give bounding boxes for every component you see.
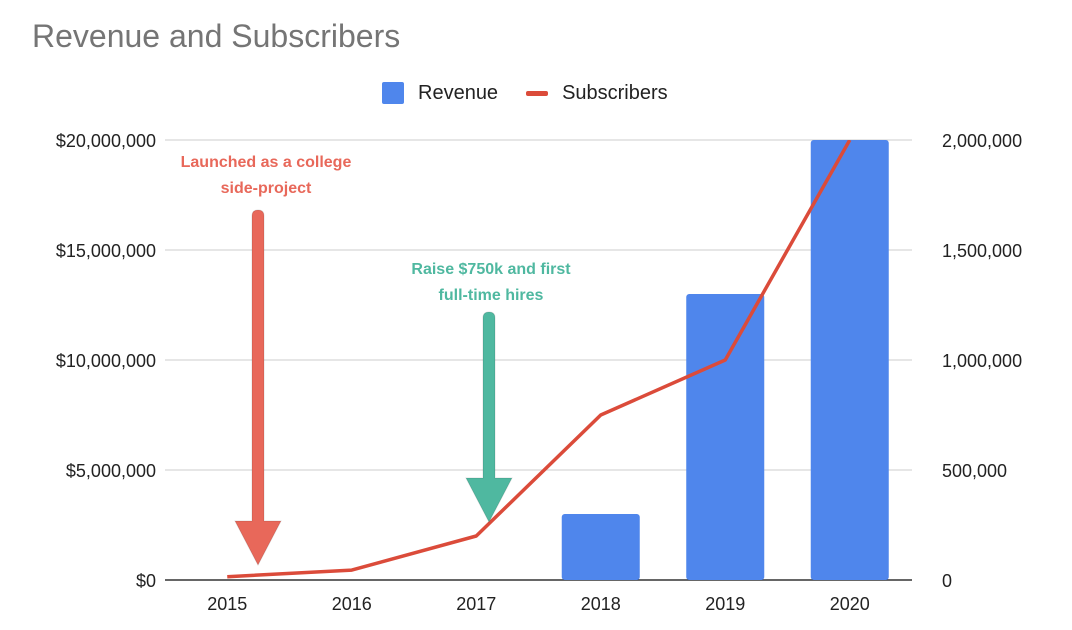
y-left-tick-label: $15,000,000 — [56, 241, 156, 261]
y-right-tick-label: 0 — [942, 571, 952, 591]
y-right-tick-label: 1,500,000 — [942, 241, 1022, 261]
annotation-arrow — [465, 311, 513, 524]
legend-swatch-revenue — [382, 82, 404, 104]
x-tick-label: 2019 — [705, 594, 745, 614]
y-left-tick-label: $5,000,000 — [66, 461, 156, 481]
x-tick-label: 2016 — [332, 594, 372, 614]
y-right-tick-label: 2,000,000 — [942, 131, 1022, 151]
x-tick-label: 2017 — [456, 594, 496, 614]
y-right-tick-label: 1,000,000 — [942, 351, 1022, 371]
legend-label-subscribers: Subscribers — [562, 81, 668, 104]
annotation-arrow — [234, 209, 282, 567]
y-left-tick-label: $10,000,000 — [56, 351, 156, 371]
legend-label-revenue: Revenue — [418, 81, 499, 104]
revenue-bar — [561, 514, 640, 580]
annotation-text: full-time hires — [439, 287, 544, 304]
annotation-text: Launched as a college — [181, 154, 352, 171]
chart-title: Revenue and Subscribers — [32, 18, 401, 54]
revenue-bar — [686, 294, 765, 580]
revenue-bar — [810, 140, 889, 580]
annotation-text: side-project — [221, 180, 312, 197]
chart-legend: Revenue Subscribers — [382, 80, 696, 106]
annotation-text: Raise $750k and first — [411, 261, 571, 278]
y-right-tick-label: 500,000 — [942, 461, 1007, 481]
legend-item-revenue: Revenue — [382, 82, 498, 105]
y-left-tick-label: $20,000,000 — [56, 131, 156, 151]
y-left-tick-label: $0 — [136, 571, 156, 591]
x-tick-label: 2020 — [830, 594, 870, 614]
subscribers-line — [227, 140, 852, 579]
x-tick-label: 2018 — [581, 594, 621, 614]
legend-item-subscribers: Subscribers — [526, 82, 668, 105]
x-tick-label: 2015 — [207, 594, 247, 614]
legend-swatch-subscribers — [526, 90, 549, 96]
